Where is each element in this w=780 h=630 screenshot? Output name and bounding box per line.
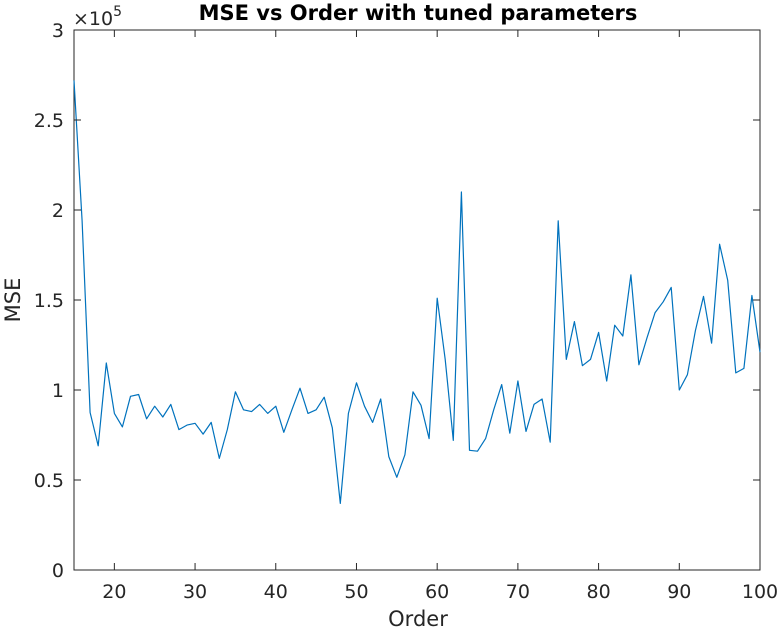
chart-title: MSE vs Order with tuned parameters bbox=[199, 1, 638, 25]
x-tick-label-50: 50 bbox=[344, 581, 368, 603]
y-axis-label: MSE bbox=[1, 278, 25, 323]
plot-frame bbox=[73, 29, 761, 571]
mse-series-line bbox=[73, 80, 761, 504]
x-tick-label-80: 80 bbox=[586, 581, 610, 603]
x-tick-label-70: 70 bbox=[506, 581, 530, 603]
x-axis-ticks: 20 30 40 50 60 70 80 90 100 bbox=[102, 30, 778, 603]
y-exponent-power: 5 bbox=[113, 4, 122, 20]
y-tick-label-2: 1 bbox=[52, 380, 64, 402]
x-tick-label-30: 30 bbox=[183, 581, 207, 603]
x-axis-label: Order bbox=[388, 607, 448, 630]
x-tick-label-60: 60 bbox=[425, 581, 449, 603]
y-tick-label-3: 1.5 bbox=[34, 290, 64, 312]
y-tick-label-4: 2 bbox=[52, 200, 64, 222]
y-tick-label-0: 0 bbox=[52, 560, 64, 582]
x-tick-label-40: 40 bbox=[264, 581, 288, 603]
y-tick-label-1: 0.5 bbox=[34, 470, 64, 492]
y-tick-label-6: 3 bbox=[52, 20, 64, 42]
x-tick-label-100: 100 bbox=[742, 581, 778, 603]
y-axis-ticks: 0 0.5 1 1.5 2 2.5 3 bbox=[34, 20, 760, 582]
x-tick-label-90: 90 bbox=[667, 581, 691, 603]
y-exponent-base: ×10 bbox=[73, 8, 113, 30]
plot-area bbox=[73, 29, 761, 571]
x-tick-label-20: 20 bbox=[102, 581, 126, 603]
y-axis-exponent: ×105 bbox=[73, 4, 122, 30]
y-tick-label-5: 2.5 bbox=[34, 110, 64, 132]
